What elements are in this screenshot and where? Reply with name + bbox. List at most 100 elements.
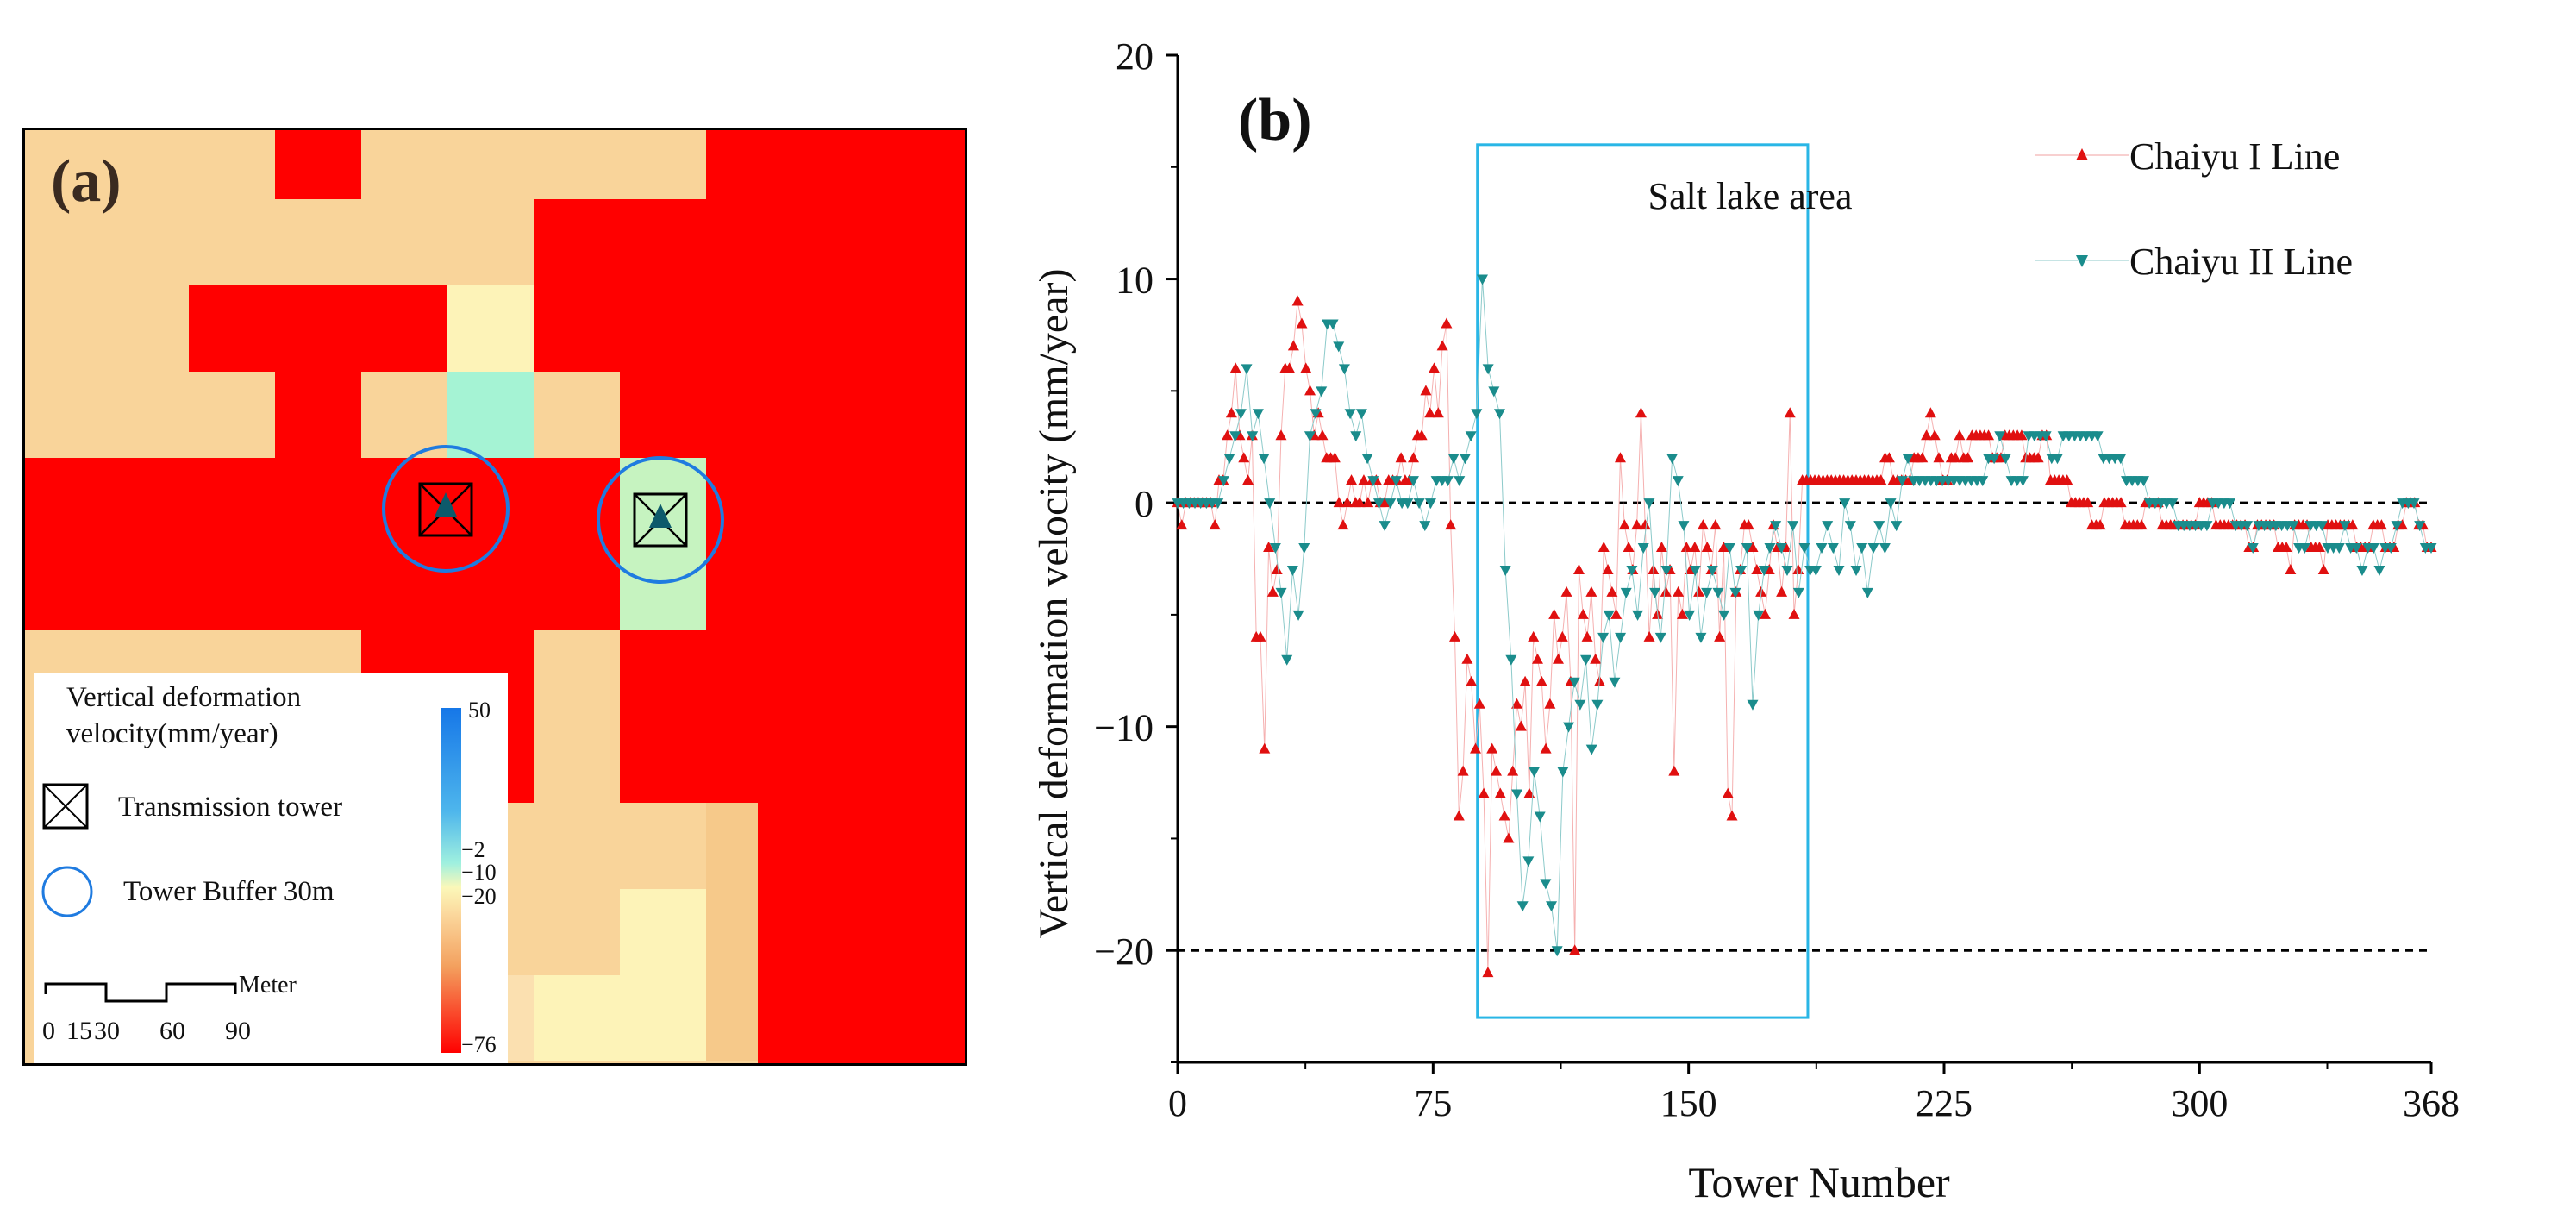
series-chaiyu-i-marker — [1544, 698, 1556, 709]
raster-cell — [447, 544, 534, 630]
transmission-tower-icon — [633, 492, 688, 548]
y-tick-label: 10 — [1116, 260, 1154, 302]
series-chaiyu-i-marker — [1354, 497, 1366, 508]
series-chaiyu-ii-marker — [2356, 565, 2368, 576]
series-chaiyu-i-marker — [1693, 585, 1705, 597]
series-chaiyu-ii-marker — [1603, 610, 1615, 621]
raster-cell — [25, 544, 103, 630]
series-chaiyu-ii-marker — [1902, 454, 1914, 465]
colorbar-tick: −2 — [461, 837, 485, 862]
raster-cell — [275, 372, 361, 458]
series-chaiyu-i-marker — [1726, 810, 1738, 821]
series-chaiyu-i-marker — [1983, 429, 1995, 441]
panel-a-label: (a) — [51, 148, 122, 215]
legend-marker-series2 — [2076, 255, 2088, 267]
series-chaiyu-ii-marker — [1620, 587, 1632, 598]
series-chaiyu-ii-marker — [1390, 476, 1402, 487]
legend-title-line1: Vertical deformation — [66, 682, 302, 713]
series-chaiyu-i-marker — [1962, 452, 1974, 463]
series-chaiyu-ii-marker — [1574, 699, 1586, 711]
raster-cell — [103, 458, 189, 544]
series-chaiyu-ii-marker — [1447, 454, 1460, 465]
series-chaiyu-ii-marker — [2016, 476, 2029, 487]
colorbar-tick: −76 — [461, 1032, 497, 1057]
series-chaiyu-i-marker — [1432, 407, 1444, 418]
series-chaiyu-i-marker — [2285, 563, 2297, 574]
series-chaiyu-i-marker — [1494, 787, 1506, 798]
series-chaiyu-i-marker — [1466, 675, 1478, 686]
series-chaiyu-ii-marker — [1269, 543, 1281, 554]
series-chaiyu-ii-marker — [2408, 498, 2420, 510]
series-chaiyu-i-marker — [1490, 765, 1502, 776]
series-chaiyu-i-marker — [1498, 810, 1510, 821]
series-chaiyu-i-marker — [1921, 429, 1933, 441]
raster-cell — [25, 130, 103, 199]
series-chaiyu-ii-marker — [1568, 677, 1580, 688]
series-chaiyu-i-marker — [1358, 474, 1370, 485]
raster-cell — [534, 630, 620, 717]
raster-cell — [620, 803, 706, 889]
series-chaiyu-i-marker — [1924, 407, 1936, 418]
series-chaiyu-i-marker — [1597, 542, 1610, 553]
series-chaiyu-i-marker — [2135, 519, 2148, 530]
series-chaiyu-i-marker — [1486, 742, 1498, 754]
series-chaiyu-i-marker — [1453, 810, 1465, 821]
series-chaiyu-ii-marker — [1454, 476, 1466, 487]
raster-cell — [189, 544, 275, 630]
series-chaiyu-ii-marker — [1344, 409, 1356, 420]
series-chaiyu-i-marker — [1209, 519, 1221, 530]
raster-cell — [361, 199, 447, 285]
series-chaiyu-ii-marker — [2051, 454, 2063, 465]
series-chaiyu-ii-marker — [2339, 521, 2351, 532]
legend-tower-label: Transmission tower — [118, 792, 343, 823]
series-chaiyu-ii-marker — [2201, 521, 2213, 532]
series-chaiyu-ii-marker — [1355, 409, 1367, 420]
series-chaiyu-ii-marker — [1235, 409, 1247, 420]
raster-cell — [103, 285, 189, 372]
series-chaiyu-i-marker — [1618, 519, 1630, 530]
series-chaiyu-i-marker — [1751, 563, 1763, 574]
series-chaiyu-i-marker — [1676, 608, 1688, 619]
series-chaiyu-i-marker — [1673, 585, 1685, 597]
raster-cell — [25, 372, 103, 458]
series-chaiyu-ii-marker — [1516, 901, 1529, 912]
series-chaiyu-i-marker — [1742, 519, 1754, 530]
series-chaiyu-ii-marker — [1385, 498, 1397, 510]
series-chaiyu-i-marker — [1569, 944, 1581, 955]
series-chaiyu-i-marker — [1510, 698, 1522, 709]
series-chaiyu-ii-marker — [2040, 431, 2052, 442]
series-chaiyu-i-marker — [1287, 340, 1299, 351]
series-chaiyu-i-marker — [2016, 429, 2028, 441]
x-tick-label: 225 — [1916, 1082, 1973, 1124]
series-chaiyu-ii-marker — [1522, 856, 1535, 867]
series-chaiyu-ii-marker — [1310, 409, 1322, 420]
raster-cell — [620, 889, 706, 975]
series-chaiyu-ii-marker — [1229, 431, 1241, 442]
series-chaiyu-ii-marker — [1546, 901, 1558, 912]
series-chaiyu-i-marker — [1623, 542, 1635, 553]
series-chaiyu-i-marker — [2032, 452, 2044, 463]
series-chaiyu-ii-marker — [1787, 521, 1799, 532]
series-chaiyu-ii-marker — [1654, 632, 1666, 643]
series-chaiyu-ii-marker — [1298, 543, 1310, 554]
series-chaiyu-i-marker — [1655, 542, 1667, 553]
series-chaiyu-i-marker — [1560, 585, 1572, 597]
series-chaiyu-ii-marker — [1258, 454, 1270, 465]
series-chaiyu-ii-marker — [1775, 543, 1787, 554]
series-chaiyu-ii-marker — [2138, 476, 2150, 487]
raster-cell — [275, 130, 361, 199]
series-chaiyu-ii-marker — [1747, 699, 1759, 711]
series-chaiyu-ii-marker — [1637, 543, 1649, 554]
series-chaiyu-ii-marker — [1247, 431, 1259, 442]
series-chaiyu-ii-marker — [2224, 498, 2236, 510]
series-chaiyu-i-marker — [1176, 519, 1188, 530]
series-chaiyu-ii-marker — [1499, 565, 1511, 576]
raster-cell — [103, 544, 189, 630]
raster-cell — [534, 130, 620, 199]
series-chaiyu-ii-marker — [1632, 610, 1644, 621]
series-chaiyu-i-marker — [1461, 653, 1473, 664]
series-chaiyu-ii-marker — [1275, 587, 1287, 598]
y-tick-label: 20 — [1116, 35, 1154, 78]
raster-cell — [361, 130, 447, 199]
series-chaiyu-i-marker — [1602, 563, 1614, 574]
